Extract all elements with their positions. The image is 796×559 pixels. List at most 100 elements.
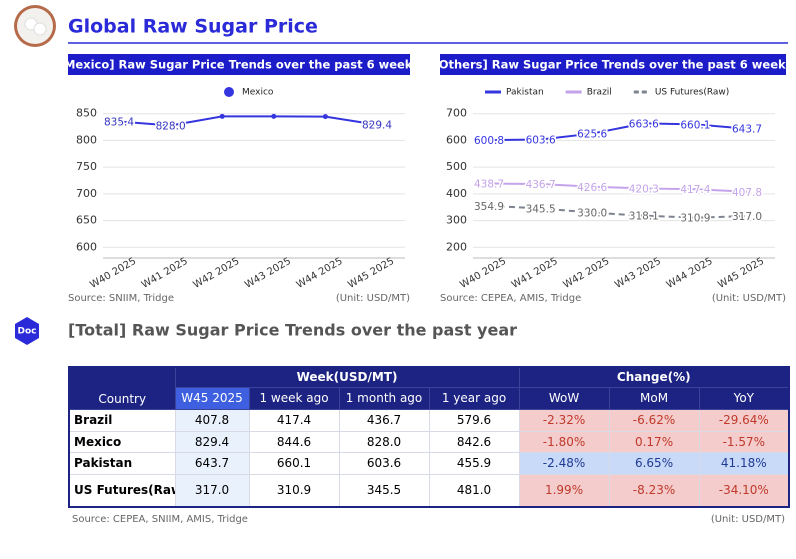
- y-tick-label: 700: [446, 107, 467, 120]
- table-cell: 660.1: [248, 451, 340, 475]
- data-point: [219, 113, 225, 119]
- data-label: 417.4: [680, 184, 710, 196]
- data-label: 643.7: [732, 124, 762, 136]
- x-tick-label: W44 2025: [665, 256, 715, 291]
- data-label: 330.0: [577, 208, 607, 220]
- table-cell: 417.4: [248, 408, 340, 432]
- header-cell: Country: [68, 366, 176, 410]
- table-cell: -2.48%: [518, 451, 610, 475]
- table-cell: Mexico: [68, 430, 176, 453]
- x-tick-label: W45 2025: [716, 256, 766, 291]
- y-tick-label: 300: [446, 214, 467, 227]
- legend-label: Brazil: [587, 88, 612, 98]
- group-header: Week(USD/MT): [174, 366, 520, 388]
- legend-label: Mexico: [242, 88, 274, 98]
- table-row: Pakistan 643.7 660.1 603.6 455.9 -2.48% 6.65% 4…: [68, 451, 790, 475]
- x-tick-label: W41 2025: [510, 256, 560, 291]
- data-label: 663.6: [629, 118, 659, 130]
- data-label: 660.1: [680, 119, 710, 131]
- table-cell: Brazil: [68, 408, 176, 432]
- data-label: 354.9: [474, 201, 504, 213]
- x-tick-label: W41 2025: [140, 256, 190, 291]
- table-cell: 481.0: [428, 473, 520, 508]
- table-cell: 643.7: [174, 451, 250, 475]
- table-cell: 842.6: [428, 430, 520, 453]
- data-point: [116, 118, 122, 124]
- x-tick-label: W40 2025: [88, 256, 138, 291]
- chart-unit: (Unit: USD/MT): [712, 293, 786, 304]
- table-cell: 317.0: [174, 473, 250, 508]
- table-cell: 0.17%: [608, 430, 700, 453]
- data-point: [322, 114, 328, 120]
- table-cell: -34.10%: [698, 473, 790, 508]
- table-cell: 310.9: [248, 473, 340, 508]
- x-tick-label: W43 2025: [613, 256, 663, 291]
- data-label: 438.7: [474, 179, 504, 191]
- table-cell: -8.23%: [608, 473, 700, 508]
- header-cell: 1 year ago: [428, 386, 520, 410]
- series-line: [118, 115, 378, 127]
- y-tick-label: 700: [76, 187, 97, 200]
- table-cell: 407.8: [174, 408, 250, 432]
- data-label: 407.8: [732, 187, 762, 199]
- table-cell: 844.6: [248, 430, 340, 453]
- footer-unit: (Unit: USD/MT): [711, 514, 785, 525]
- header-row: Country Week(USD/MT) Change(%): [68, 366, 790, 410]
- header-cell: W45 2025: [174, 386, 250, 410]
- chart-source: Source: SNIIM, Tridge: [68, 293, 174, 304]
- table-cell: -29.64%: [698, 408, 790, 432]
- data-label: 420.3: [629, 183, 659, 195]
- footer-source: Source: CEPEA, SNIIM, AMIS, Tridge: [72, 514, 248, 525]
- data-label: 603.6: [526, 134, 556, 146]
- series-line: [488, 122, 748, 142]
- table-cell: -1.80%: [518, 430, 610, 453]
- data-point: [168, 122, 174, 128]
- y-tick-label: 750: [76, 160, 97, 173]
- x-tick-label: W40 2025: [458, 256, 508, 291]
- table-cell: US Futures(Raw): [68, 473, 176, 508]
- data-label: 317.0: [732, 211, 762, 223]
- data-point: [271, 113, 277, 119]
- doc-badge-label: Doc: [18, 327, 37, 337]
- data-label: 835.4: [104, 116, 134, 128]
- table-cell: -2.32%: [518, 408, 610, 432]
- x-tick-label: W42 2025: [562, 256, 612, 291]
- data-label: 436.7: [526, 179, 556, 191]
- chart-title: [Others] Raw Sugar Price Trends over the…: [433, 58, 792, 72]
- y-tick-label: 600: [76, 240, 97, 253]
- header-row: W45 2025 1 week ago 1 month ago 1 year ago W…: [69, 386, 790, 410]
- table-row: US Futures(Raw)317.0310.9345.5481.01.99%…: [68, 473, 790, 508]
- series-line: [488, 204, 748, 219]
- table-cell: Pakistan: [68, 451, 176, 475]
- table-cell: 41.18%: [698, 451, 790, 475]
- header-cell: YoY: [698, 386, 790, 410]
- y-tick-label: 600: [446, 133, 467, 146]
- data-label: 318.1: [629, 211, 659, 223]
- data-label: 625.6: [577, 129, 607, 141]
- group-header: Change(%): [518, 366, 790, 388]
- legend-marker: [224, 87, 234, 97]
- chart-unit: (Unit: USD/MT): [336, 293, 410, 304]
- table-cell: 345.5: [338, 473, 430, 508]
- section-title: [Total] Raw Sugar Price Trends over the …: [68, 321, 517, 340]
- table-cell: 603.6: [338, 451, 430, 475]
- legend-label: US Futures(Raw): [655, 88, 729, 98]
- series-line: [488, 182, 748, 193]
- table-cell: 579.6: [428, 408, 520, 432]
- table-cell: 828.0: [338, 430, 430, 453]
- table-row: Brazil 407.8 417.4 436.7 579.6 -2.32% -6.62% -2…: [68, 408, 790, 432]
- header-cell: 1 week ago: [248, 386, 340, 410]
- y-tick-label: 650: [76, 214, 97, 227]
- data-label: 426.6: [577, 182, 607, 194]
- y-tick-label: 500: [446, 160, 467, 173]
- table-cell: 436.7: [338, 408, 430, 432]
- legend-label: Pakistan: [506, 88, 544, 98]
- table-cell: 829.4: [174, 430, 250, 453]
- x-tick-label: W45 2025: [346, 256, 396, 291]
- sugar-icon-cube: [33, 22, 47, 36]
- y-tick-label: 400: [446, 187, 467, 200]
- y-tick-label: 800: [76, 133, 97, 146]
- y-tick-label: 200: [446, 240, 467, 253]
